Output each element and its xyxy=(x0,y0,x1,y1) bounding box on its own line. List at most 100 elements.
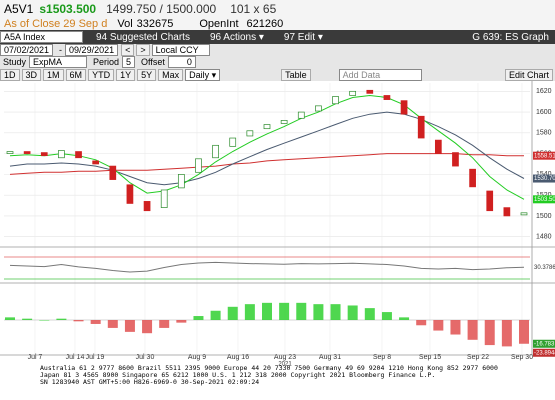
hist-bar xyxy=(176,320,187,323)
candle xyxy=(486,190,494,212)
footer-line: Australia 61 2 9777 8600 Brazil 5511 239… xyxy=(40,364,498,372)
last-bg xyxy=(533,151,555,160)
suggested[interactable]: 94 Suggested Charts xyxy=(96,31,190,43)
x-year: 2021 xyxy=(278,362,292,366)
range-button[interactable]: Max xyxy=(158,68,184,81)
range-button[interactable]: 1M xyxy=(43,68,64,81)
offset[interactable]: 0 xyxy=(167,56,196,68)
edit-chart[interactable]: Edit Chart xyxy=(504,68,553,81)
candle xyxy=(280,120,288,124)
candle xyxy=(263,124,271,130)
x-tick-label: Aug 9 xyxy=(188,354,206,361)
range-button[interactable]: 1Y xyxy=(116,68,136,81)
hist-bar xyxy=(39,320,50,321)
last-bg xyxy=(533,174,555,183)
hist-label-bg xyxy=(533,339,555,348)
as-of: As of Close 29 Sep d xyxy=(4,18,108,30)
hist-bar xyxy=(210,310,221,320)
size: 101 x 65 xyxy=(230,2,277,16)
vol: 332675 xyxy=(136,18,174,30)
currency[interactable]: Local CCY xyxy=(151,44,210,56)
y-tick-label: 1580 xyxy=(536,130,552,137)
plot-bg xyxy=(0,81,555,366)
candle xyxy=(92,160,100,165)
y-tick-label: 1500 xyxy=(536,213,552,220)
end-date[interactable]: 09/29/2021 xyxy=(65,44,119,56)
x-tick-label: Jul 30 xyxy=(136,354,155,361)
next[interactable]: > xyxy=(136,44,150,56)
candle xyxy=(212,144,219,159)
y-tick-label: 1600 xyxy=(536,109,552,116)
candle xyxy=(434,139,442,154)
footer-line: Japan 81 3 4565 8900 Singapore 65 6212 1… xyxy=(40,371,436,379)
chart: 14801500152015401560158016001620Jul 7Jul… xyxy=(0,81,555,366)
candle xyxy=(229,137,237,147)
range-button[interactable]: 6M xyxy=(65,68,87,81)
range-button[interactable]: 1D xyxy=(0,68,20,81)
osc-line xyxy=(9,261,525,273)
hist-bar xyxy=(279,302,290,320)
hist-bar xyxy=(364,308,375,320)
hist-bar xyxy=(244,304,255,320)
ma-line xyxy=(9,94,525,200)
osc-label: 30.3786 xyxy=(534,265,555,271)
range-button[interactable]: 5Y xyxy=(137,68,157,81)
oi: 621260 xyxy=(246,18,284,30)
candle xyxy=(297,111,305,119)
prev[interactable]: < xyxy=(121,44,135,56)
add-data[interactable]: Add Data xyxy=(338,68,422,81)
x-tick-label: Sep 30 xyxy=(511,354,533,361)
candle xyxy=(40,152,48,157)
hist-label: -23.8944 xyxy=(534,350,555,356)
range-button[interactable]: 3D xyxy=(21,68,42,81)
oi-label: OpenInt xyxy=(199,18,239,30)
hist-bar xyxy=(381,312,392,320)
hist-bar xyxy=(227,306,238,320)
hist-bar xyxy=(501,320,512,347)
hist-bar xyxy=(159,320,170,328)
hist-bar xyxy=(90,320,101,324)
x-tick-label: Aug 31 xyxy=(319,354,341,361)
footer: Australia 61 2 9777 8600 Brazil 5511 239… xyxy=(40,365,498,386)
hist-bar xyxy=(467,320,478,340)
hist-bar xyxy=(519,320,529,344)
hist-bar xyxy=(416,320,427,326)
security[interactable]: A5A Index xyxy=(0,31,83,43)
candle xyxy=(246,130,254,137)
last-price: s1503.500 xyxy=(39,2,97,16)
x-tick-label: Sep 8 xyxy=(373,354,391,361)
hist-bar xyxy=(22,318,33,320)
candle xyxy=(126,184,134,204)
period[interactable]: 5 xyxy=(122,56,136,68)
study-label: Study xyxy=(3,57,27,67)
candle xyxy=(383,95,391,100)
hist-bar xyxy=(124,320,135,332)
range-button[interactable]: YTD xyxy=(88,68,115,81)
hist-bar xyxy=(347,305,358,320)
study[interactable]: ExpMA xyxy=(29,56,88,68)
graph-id: G 639: ES Graph xyxy=(472,31,549,43)
hist-label: -16.783 xyxy=(534,341,555,347)
frequency[interactable]: Daily ▾ xyxy=(185,68,221,81)
candle xyxy=(143,201,151,212)
hist-bar xyxy=(433,320,444,331)
bid-ask: 1499.750 / 1500.000 xyxy=(106,2,217,16)
hist-bar xyxy=(450,320,461,335)
candle xyxy=(520,212,528,216)
candle xyxy=(469,168,476,188)
candle xyxy=(23,151,31,154)
candle xyxy=(366,89,374,94)
hist-bar xyxy=(73,320,84,322)
hist-bar xyxy=(56,318,67,320)
candle xyxy=(75,151,82,159)
hist-bar xyxy=(296,302,307,320)
edit[interactable]: 97 Edit ▾ xyxy=(283,31,323,43)
table-button[interactable]: Table xyxy=(281,68,311,81)
candle xyxy=(160,189,168,208)
start-date[interactable]: 07/02/2021 xyxy=(0,44,54,56)
hist-bar xyxy=(107,320,118,328)
actions[interactable]: 96 Actions ▾ xyxy=(209,31,264,43)
candle xyxy=(195,158,202,173)
y-tick-label: 1620 xyxy=(536,88,552,95)
